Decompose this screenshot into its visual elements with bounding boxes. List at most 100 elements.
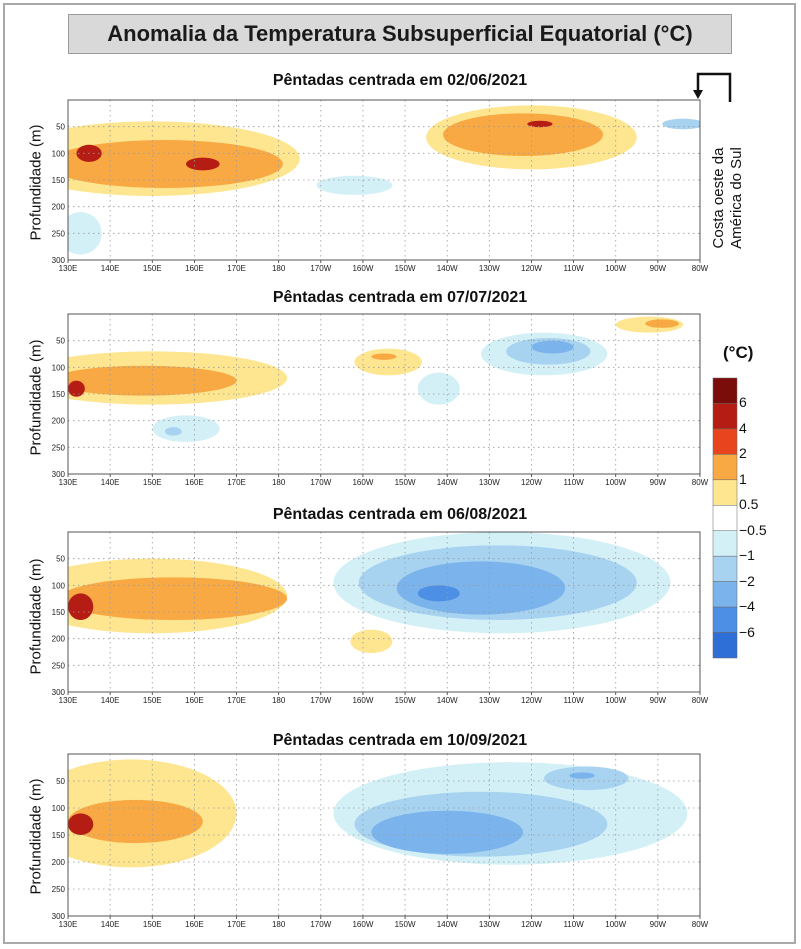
colorbar-swatch xyxy=(712,581,738,608)
anomaly-warm-level-1 xyxy=(350,629,393,654)
y-tick-label: 150 xyxy=(52,608,66,617)
y-tick-label: 50 xyxy=(56,777,65,786)
x-tick-label: 120W xyxy=(521,696,542,705)
x-tick-label: 140E xyxy=(101,478,120,487)
colorbar-label: 4 xyxy=(739,419,747,436)
x-tick-label: 90W xyxy=(650,696,667,705)
x-tick-label: 110W xyxy=(563,920,584,929)
panel-title-1: Pêntadas centrada em 02/06/2021 xyxy=(272,72,528,89)
anomaly-warm-level-4 xyxy=(68,380,85,397)
x-tick-label: 180 xyxy=(272,696,286,705)
colorbar-swatch xyxy=(712,555,738,582)
x-tick-label: 80W xyxy=(692,696,709,705)
anomaly-warm-level-4 xyxy=(68,813,94,835)
coast-note: Costa oeste da América do Sul xyxy=(710,147,745,249)
x-tick-label: 80W xyxy=(692,264,709,273)
x-tick-label: 120W xyxy=(521,920,542,929)
panel-title-2: Pêntadas centrada em 07/07/2021 xyxy=(272,289,528,306)
anomaly-warm-level-2 xyxy=(68,140,283,188)
y-tick-label: 100 xyxy=(52,149,66,158)
x-tick-label: 160W xyxy=(352,920,373,929)
y-tick-label: 250 xyxy=(52,443,66,452)
x-tick-label: 140E xyxy=(101,264,120,273)
x-tick-label: 140W xyxy=(437,920,458,929)
x-tick-label: 110W xyxy=(563,696,584,705)
colorbar-label: −1 xyxy=(739,547,755,564)
x-tick-label: 100W xyxy=(605,264,626,273)
x-tick-label: 100W xyxy=(605,696,626,705)
x-tick-label: 160E xyxy=(185,478,204,487)
x-tick-label: 180 xyxy=(272,920,286,929)
y-tick-label: 100 xyxy=(52,581,66,590)
x-tick-label: 170W xyxy=(310,478,331,487)
anomaly-warm-level-2 xyxy=(68,577,288,620)
y-tick-label: 150 xyxy=(52,390,66,399)
anomaly-warm-level-2 xyxy=(442,113,604,156)
anomaly-cold-level-3 xyxy=(371,810,524,854)
anomaly-warm-level-2 xyxy=(371,353,397,360)
y-tick-label: 250 xyxy=(52,229,66,238)
x-tick-label: 150W xyxy=(395,264,416,273)
x-tick-label: 180 xyxy=(272,478,286,487)
x-tick-label: 170E xyxy=(227,478,246,487)
x-tick-label: 170W xyxy=(310,696,331,705)
x-tick-label: 140W xyxy=(437,478,458,487)
anomaly-cold-level-3 xyxy=(569,772,595,779)
plot-border xyxy=(67,99,701,261)
y-tick-label: 200 xyxy=(52,635,66,644)
y-tick-label: 50 xyxy=(56,337,65,346)
x-tick-label: 170E xyxy=(227,920,246,929)
colorbar-label: −6 xyxy=(739,623,755,640)
x-tick-label: 110W xyxy=(563,264,584,273)
x-tick-label: 130E xyxy=(59,264,78,273)
y-tick-label: 300 xyxy=(52,688,66,697)
x-tick-label: 110W xyxy=(563,478,584,487)
x-tick-label: 160E xyxy=(185,696,204,705)
x-tick-label: 80W xyxy=(692,478,709,487)
anomaly-cold-level-1 xyxy=(417,372,460,405)
colorbar xyxy=(712,377,738,659)
main-title: Anomalia da Temperatura Subsuperficial E… xyxy=(68,14,732,54)
x-tick-label: 130W xyxy=(479,696,500,705)
x-tick-label: 150W xyxy=(395,478,416,487)
panel-title-3: Pêntadas centrada em 06/08/2021 xyxy=(272,506,528,523)
colorbar-swatch xyxy=(712,454,738,481)
y-tick-label: 150 xyxy=(52,176,66,185)
anomaly-warm-level-4 xyxy=(185,157,220,171)
y-tick-label: 100 xyxy=(52,363,66,372)
x-tick-label: 90W xyxy=(650,920,667,929)
y-tick-label: 250 xyxy=(52,885,66,894)
x-tick-label: 160E xyxy=(185,920,204,929)
y-tick-label: 200 xyxy=(52,203,66,212)
x-tick-label: 90W xyxy=(650,264,667,273)
x-tick-label: 140W xyxy=(437,264,458,273)
y-tick-label: 300 xyxy=(52,912,66,921)
colorbar-label: −4 xyxy=(739,598,755,615)
y-tick-label: 250 xyxy=(52,661,66,670)
x-tick-label: 160W xyxy=(352,696,373,705)
x-tick-label: 170E xyxy=(227,696,246,705)
x-tick-label: 120W xyxy=(521,478,542,487)
colorbar-swatch xyxy=(712,479,738,506)
y-tick-label: 50 xyxy=(56,123,65,132)
panel-title-4: Pêntadas centrada em 10/09/2021 xyxy=(272,732,528,749)
x-tick-label: 150E xyxy=(143,696,162,705)
anomaly-cold-level-4 xyxy=(417,585,460,602)
anomaly-warm-level-4 xyxy=(68,593,94,620)
colorbar-label: 0.5 xyxy=(739,496,759,513)
x-tick-label: 150E xyxy=(143,478,162,487)
down-arrow-icon xyxy=(693,72,732,102)
colorbar-swatch xyxy=(712,530,738,557)
colorbar-swatch xyxy=(712,403,738,430)
y-tick-label: 100 xyxy=(52,804,66,813)
y-tick-label: 200 xyxy=(52,858,66,867)
y-tick-label: 300 xyxy=(52,256,66,265)
x-tick-label: 150E xyxy=(143,920,162,929)
x-tick-label: 80W xyxy=(692,920,709,929)
anomaly-cold-level-3 xyxy=(396,561,566,615)
x-tick-label: 100W xyxy=(605,478,626,487)
x-tick-label: 130E xyxy=(59,478,78,487)
anomaly-warm-level-2 xyxy=(68,365,237,396)
plot-border xyxy=(67,753,701,917)
x-tick-label: 130E xyxy=(59,696,78,705)
